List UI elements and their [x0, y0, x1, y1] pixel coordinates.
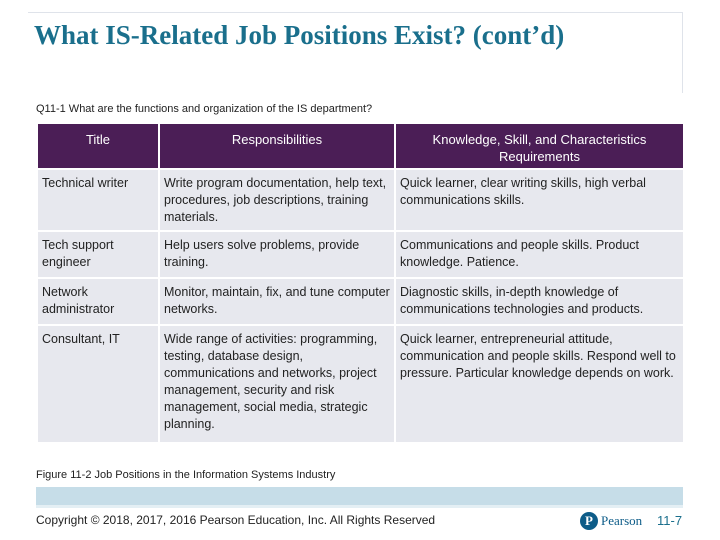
column-header-requirements: Knowledge, Skill, and Characteristics Re…: [394, 122, 685, 170]
column-header-title: Title: [36, 122, 160, 170]
table-row: Tech support engineer Help users solve p…: [36, 230, 685, 279]
table-row: Technical writer Write program documenta…: [36, 168, 685, 232]
footer-band: [36, 487, 683, 505]
title-frame: What IS-Related Job Positions Exist? (co…: [28, 12, 683, 93]
requirements-cell: Quick learner, clear writing skills, hig…: [394, 168, 685, 232]
requirements-cell: Diagnostic skills, in-depth knowledge of…: [394, 277, 685, 326]
footer-band-accent: [36, 505, 683, 508]
table-row: Consultant, IT Wide range of activities:…: [36, 324, 685, 444]
requirements-cell: Communications and people skills. Produc…: [394, 230, 685, 279]
slide-subtitle: Q11-1 What are the functions and organiz…: [36, 103, 373, 115]
column-header-responsibilities: Responsibilities: [158, 122, 396, 170]
job-title-cell: Technical writer: [36, 168, 160, 232]
responsibilities-cell: Write program documentation, help text, …: [158, 168, 396, 232]
responsibilities-cell: Wide range of activities: programming, t…: [158, 324, 396, 444]
pearson-logo-icon: P: [580, 512, 598, 530]
job-title-cell: Tech support engineer: [36, 230, 160, 279]
table-row: Network administrator Monitor, maintain,…: [36, 277, 685, 326]
pearson-logo: P Pearson: [580, 511, 642, 531]
copyright-text: Copyright © 2018, 2017, 2016 Pearson Edu…: [36, 513, 436, 527]
job-positions-table: Title Responsibilities Knowledge, Skill,…: [36, 122, 685, 444]
figure-caption: Figure 11-2 Job Positions in the Informa…: [36, 469, 336, 481]
pearson-logo-text: Pearson: [601, 513, 643, 528]
page-number: 11-7: [657, 513, 683, 528]
requirements-cell: Quick learner, entrepreneurial attitude,…: [394, 324, 685, 444]
responsibilities-cell: Help users solve problems, provide train…: [158, 230, 396, 279]
job-title-cell: Network administrator: [36, 277, 160, 326]
responsibilities-cell: Monitor, maintain, fix, and tune compute…: [158, 277, 396, 326]
table-header-row: Title Responsibilities Knowledge, Skill,…: [36, 122, 685, 170]
job-title-cell: Consultant, IT: [36, 324, 160, 444]
slide-title: What IS-Related Job Positions Exist? (co…: [34, 20, 565, 50]
